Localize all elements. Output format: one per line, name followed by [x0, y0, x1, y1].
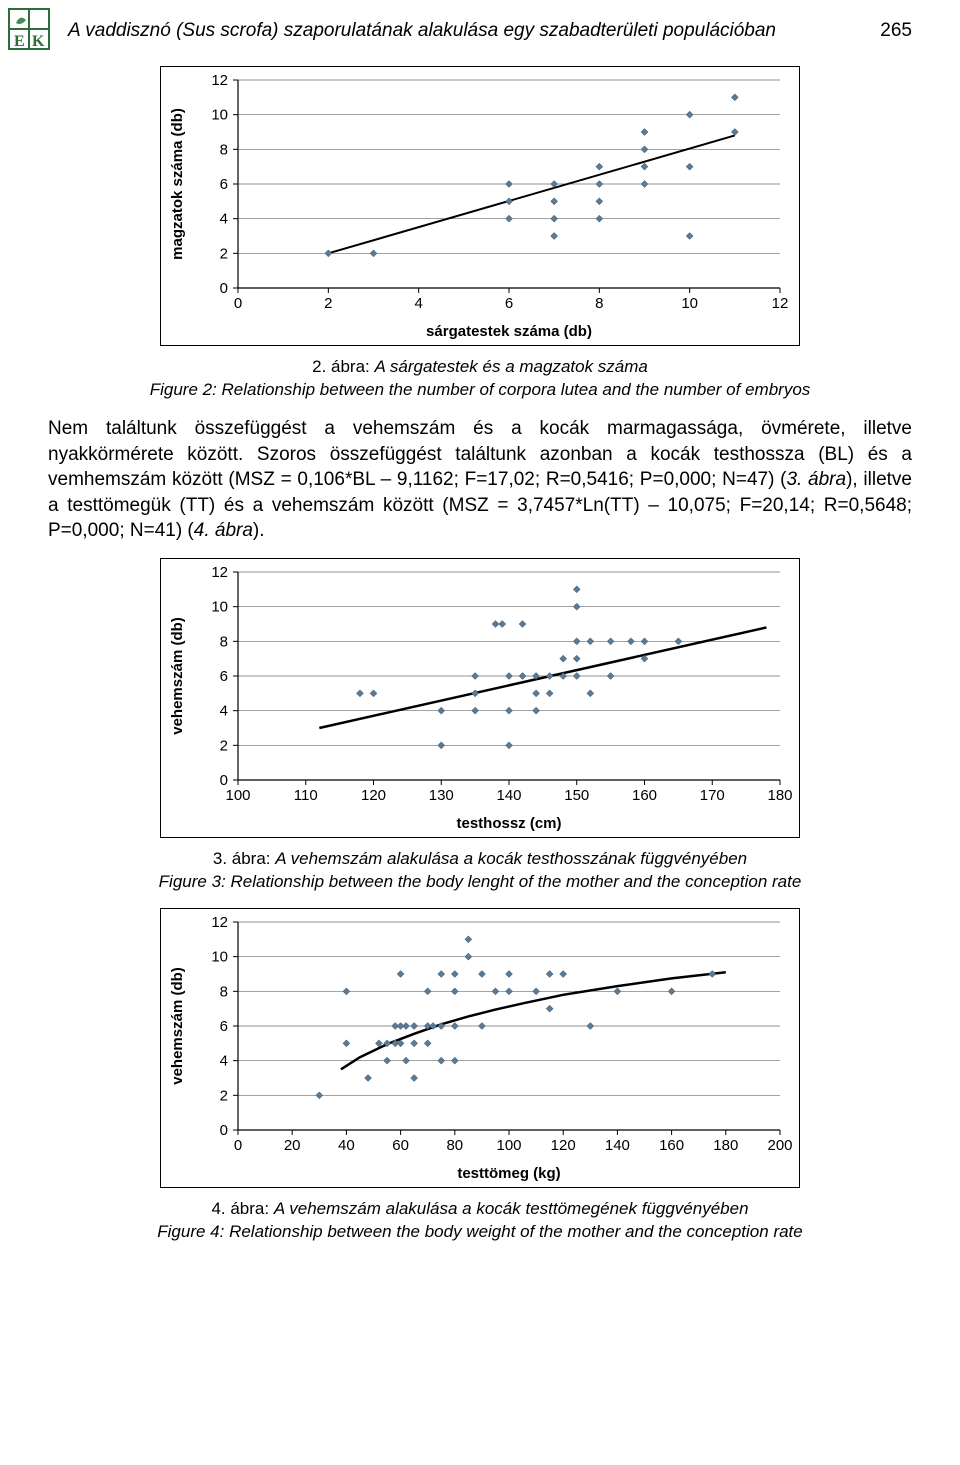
svg-text:4: 4	[220, 1053, 228, 1070]
caption-en: Figure 2: Relationship between the numbe…	[150, 380, 811, 399]
svg-text:170: 170	[700, 787, 725, 804]
svg-text:10: 10	[681, 295, 698, 312]
page: E K A vaddisznó (Sus scrofa) szaporulatá…	[0, 0, 960, 1282]
svg-text:40: 40	[338, 1137, 355, 1154]
svg-text:8: 8	[595, 295, 603, 312]
svg-text:8: 8	[220, 983, 228, 1000]
figure-4: 0 20 40 60 80 100 120 140 160 180 200 0 2 4 6 8 10 12 test…	[48, 908, 912, 1188]
svg-text:6: 6	[220, 176, 228, 193]
svg-text:6: 6	[220, 1018, 228, 1035]
svg-text:100: 100	[225, 787, 250, 804]
figure-4-caption: 4. ábra: A vehemszám alakulása a kocák t…	[48, 1198, 912, 1244]
running-header: A vaddisznó (Sus scrofa) szaporulatának …	[48, 12, 912, 60]
svg-text:testtömeg (kg): testtömeg (kg)	[457, 1165, 560, 1182]
svg-text:12: 12	[211, 564, 228, 581]
svg-text:K: K	[32, 33, 45, 50]
svg-text:6: 6	[505, 295, 513, 312]
svg-text:8: 8	[220, 141, 228, 158]
caption-text: A vehemszám alakulása a kocák testtömegé…	[274, 1199, 749, 1218]
svg-text:sárgatestek száma (db): sárgatestek száma (db)	[426, 323, 592, 340]
svg-text:180: 180	[767, 787, 792, 804]
caption-label: 3. ábra:	[213, 849, 275, 868]
svg-text:2: 2	[220, 737, 228, 754]
svg-text:10: 10	[211, 949, 228, 966]
page-number: 265	[880, 20, 912, 42]
fig-ref-4: 4. ábra	[194, 520, 253, 541]
svg-text:testhossz (cm): testhossz (cm)	[456, 815, 561, 832]
svg-text:180: 180	[713, 1137, 738, 1154]
figure-3-caption: 3. ábra: A vehemszám alakulása a kocák t…	[48, 848, 912, 894]
svg-text:0: 0	[234, 295, 242, 312]
svg-text:140: 140	[605, 1137, 630, 1154]
svg-text:0: 0	[220, 280, 228, 297]
figure-3: 100 110 120 130 140 150 160 170 180 0 2 4 6 8 10 12 test…	[48, 558, 912, 838]
caption-label: 4. ábra:	[211, 1199, 273, 1218]
svg-text:vehemszám (db): vehemszám (db)	[169, 967, 186, 1085]
svg-text:60: 60	[392, 1137, 409, 1154]
fig-ref-3: 3. ábra	[786, 469, 846, 490]
svg-text:2: 2	[324, 295, 332, 312]
svg-text:130: 130	[429, 787, 454, 804]
svg-text:20: 20	[284, 1137, 301, 1154]
svg-text:0: 0	[220, 1122, 228, 1139]
svg-text:12: 12	[211, 72, 228, 89]
svg-text:8: 8	[220, 633, 228, 650]
svg-text:12: 12	[772, 295, 789, 312]
caption-en: Figure 4: Relationship between the body …	[157, 1222, 802, 1241]
svg-text:4: 4	[414, 295, 422, 312]
svg-text:110: 110	[294, 787, 318, 804]
svg-text:140: 140	[496, 787, 521, 804]
svg-text:magzatok száma (db): magzatok száma (db)	[169, 108, 186, 260]
svg-text:200: 200	[767, 1137, 792, 1154]
svg-text:10: 10	[211, 107, 228, 124]
svg-text:100: 100	[496, 1137, 521, 1154]
svg-text:120: 120	[551, 1137, 576, 1154]
svg-text:12: 12	[211, 914, 228, 931]
svg-text:E: E	[14, 33, 25, 50]
svg-text:6: 6	[220, 668, 228, 685]
figure-4-svg: 0 20 40 60 80 100 120 140 160 180 200 0 2 4 6 8 10 12 test…	[160, 908, 800, 1188]
body-paragraph: Nem találtunk összefüggést a vehemszám é…	[48, 416, 912, 544]
svg-text:2: 2	[220, 245, 228, 262]
body-text-1: Nem találtunk összefüggést a vehemszám é…	[48, 418, 912, 490]
svg-text:0: 0	[234, 1137, 242, 1154]
svg-text:10: 10	[211, 599, 228, 616]
svg-text:160: 160	[632, 787, 657, 804]
caption-label: 2. ábra:	[312, 357, 374, 376]
caption-text: A vehemszám alakulása a kocák testhosszá…	[275, 849, 747, 868]
svg-text:4: 4	[220, 703, 228, 720]
svg-text:4: 4	[220, 211, 228, 228]
svg-text:2: 2	[220, 1087, 228, 1104]
svg-text:80: 80	[446, 1137, 463, 1154]
caption-en: Figure 3: Relationship between the body …	[159, 872, 802, 891]
figure-2-svg: 0 2 4 6 8 10 12 0 2 4 6 8 10 12 sárgatestek száma (db)…	[160, 66, 800, 346]
figure-3-svg: 100 110 120 130 140 150 160 170 180 0 2 4 6 8 10 12 test…	[160, 558, 800, 838]
svg-text:160: 160	[659, 1137, 684, 1154]
figure-2: 0 2 4 6 8 10 12 0 2 4 6 8 10 12 sárgatestek száma (db)…	[48, 66, 912, 346]
body-text-3: ).	[253, 520, 265, 541]
svg-text:vehemszám (db): vehemszám (db)	[169, 617, 186, 735]
caption-text: A sárgatestek és a magzatok száma	[374, 357, 647, 376]
logo: E K	[8, 8, 50, 50]
header-title: A vaddisznó (Sus scrofa) szaporulatának …	[68, 20, 868, 42]
svg-text:0: 0	[220, 772, 228, 789]
figure-2-caption: 2. ábra: A sárgatestek és a magzatok szá…	[48, 356, 912, 402]
svg-text:150: 150	[564, 787, 589, 804]
svg-text:120: 120	[361, 787, 386, 804]
